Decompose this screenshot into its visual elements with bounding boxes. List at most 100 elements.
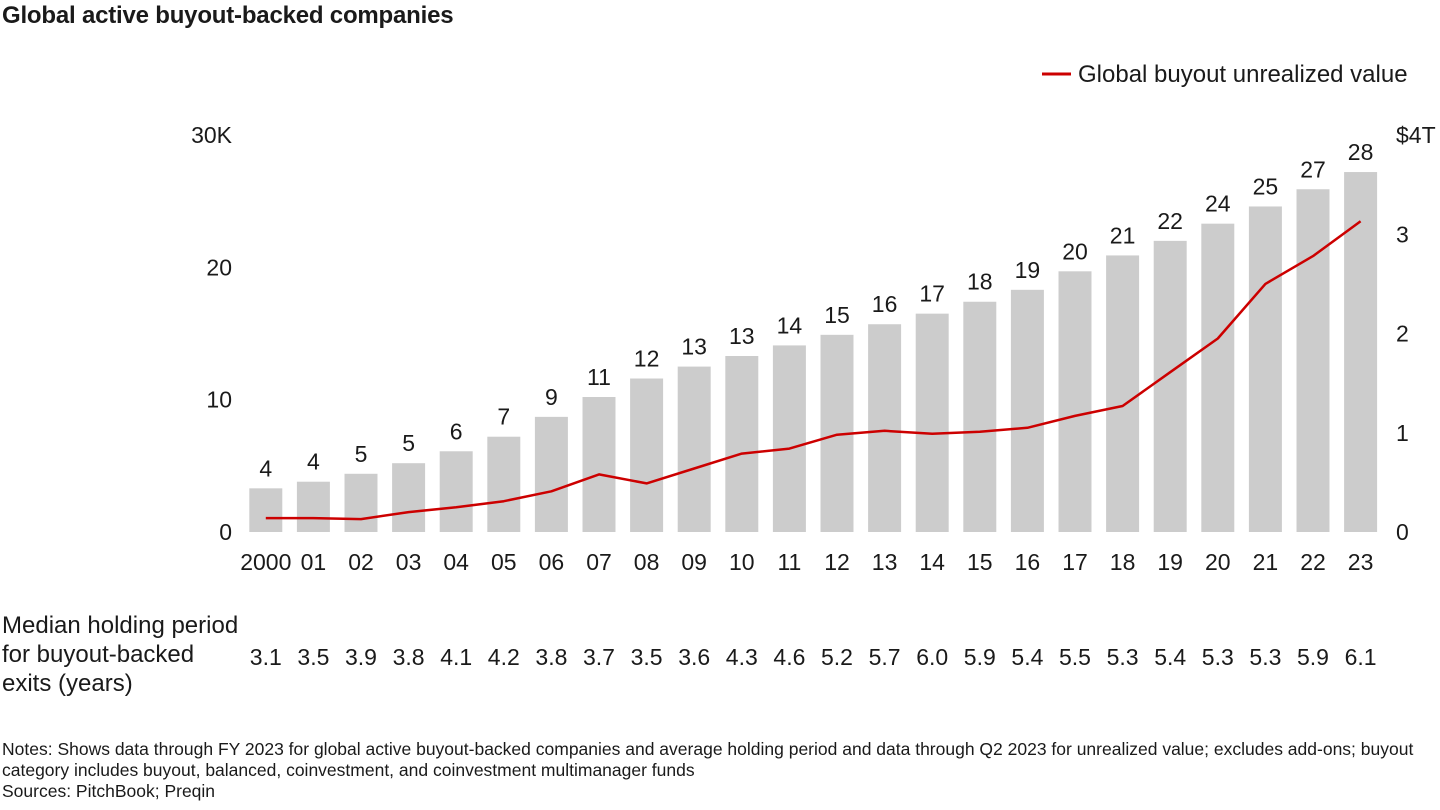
bar-value-label-06: 9	[545, 384, 558, 410]
x-axis-tick-21: 21	[1253, 549, 1279, 575]
median-value-05: 4.2	[488, 644, 520, 670]
median-value-10: 4.3	[726, 644, 758, 670]
x-axis-tick-01: 01	[301, 549, 327, 575]
x-axis-tick-23: 23	[1348, 549, 1374, 575]
bar-05	[487, 436, 521, 532]
bar-value-label-07: 11	[587, 364, 611, 390]
bar-10	[725, 355, 759, 532]
median-value-2000: 3.1	[250, 644, 282, 670]
x-axis: 2000 01 02 03 04 05 06 07 08 09 10 11 12 13 14 15 16 17 18…	[240, 549, 1373, 575]
median-value-22: 5.9	[1297, 644, 1329, 670]
bar-2000	[249, 488, 283, 532]
x-axis-tick-11: 11	[777, 549, 801, 575]
notes-text: Notes: Shows data through FY 2023 for gl…	[2, 739, 1414, 780]
bar-13	[868, 324, 902, 532]
sources-text: Sources: PitchBook; Preqin	[2, 781, 216, 801]
bar-value-label-02: 5	[355, 441, 368, 467]
right-axis: 0 1 2 3 $4T	[1396, 122, 1436, 545]
median-value-19: 5.4	[1154, 644, 1186, 670]
bar-value-label-10: 13	[729, 323, 755, 349]
bar-value-label-22: 27	[1300, 156, 1326, 182]
bar-11	[772, 345, 806, 532]
bar-value-label-08: 12	[634, 345, 660, 371]
median-value-17: 5.5	[1059, 644, 1091, 670]
median-value-08: 3.5	[631, 644, 663, 670]
bar-07	[582, 397, 616, 532]
bar-value-label-11: 14	[777, 312, 803, 338]
x-axis-tick-10: 10	[729, 549, 755, 575]
bar-value-label-04: 6	[450, 418, 463, 444]
x-axis-tick-15: 15	[967, 549, 993, 575]
x-axis-tick-14: 14	[919, 549, 945, 575]
unrealized-value-line-series	[265, 220, 1362, 521]
median-value-13: 5.7	[869, 644, 901, 670]
bar-03	[392, 463, 426, 532]
bar-06	[534, 416, 568, 532]
median-value-14: 6.0	[916, 644, 948, 670]
bar-value-label-05: 7	[497, 404, 510, 430]
median-value-09: 3.6	[678, 644, 710, 670]
bar-01	[296, 481, 330, 532]
x-axis-tick-02: 02	[348, 549, 374, 575]
x-axis-tick-17: 17	[1062, 549, 1088, 575]
left-axis-tick-30: 30K	[191, 122, 233, 148]
median-value-03: 3.8	[393, 644, 425, 670]
chart-title: Global active buyout-backed companies	[2, 2, 454, 29]
left-axis-tick-10: 10	[206, 387, 232, 413]
bar-series	[249, 172, 1378, 533]
bar-value-label-19: 22	[1157, 208, 1183, 234]
bar-22	[1296, 189, 1330, 533]
bar-16	[1010, 289, 1044, 532]
bar-value-label-17: 20	[1062, 238, 1088, 264]
bar-value-label-15: 18	[967, 269, 993, 295]
legend-label: Global buyout unrealized value	[1078, 61, 1408, 88]
bar-21	[1248, 206, 1282, 532]
median-value-04: 4.1	[440, 644, 472, 670]
bar-20	[1201, 223, 1235, 532]
x-axis-tick-09: 09	[681, 549, 707, 575]
x-axis-tick-12: 12	[824, 549, 850, 575]
x-axis-tick-08: 08	[634, 549, 660, 575]
bar-value-label-20: 24	[1205, 191, 1231, 217]
x-axis-tick-19: 19	[1157, 549, 1183, 575]
median-holding-label: Median holding period for buyout-backed …	[2, 612, 239, 697]
bar-15	[963, 301, 997, 532]
bar-value-label-09: 13	[681, 334, 707, 360]
median-value-23: 6.1	[1345, 644, 1377, 670]
bar-14	[915, 313, 949, 532]
x-axis-tick-07: 07	[586, 549, 612, 575]
x-axis-tick-04: 04	[443, 549, 469, 575]
median-value-01: 3.5	[297, 644, 329, 670]
median-value-06: 3.8	[535, 644, 567, 670]
x-axis-tick-16: 16	[1015, 549, 1041, 575]
left-axis-tick-20: 20	[206, 254, 232, 280]
median-value-18: 5.3	[1107, 644, 1139, 670]
x-axis-tick-22: 22	[1300, 549, 1326, 575]
bar-value-label-18: 21	[1110, 222, 1136, 248]
right-axis-tick-3: 3	[1396, 221, 1409, 247]
legend: Global buyout unrealized value	[1042, 61, 1408, 88]
bar-value-labels: 4 4 5 5 6 7 9 11 12 13 13 14 15 16 17 18 19 20 21 22 24 25 27 2…	[259, 139, 1373, 481]
bar-value-label-03: 5	[402, 430, 415, 456]
notes: Notes: Shows data through FY 2023 for gl…	[2, 739, 1422, 802]
bar-09	[677, 366, 711, 532]
bar-value-label-23: 28	[1348, 139, 1374, 165]
bar-18	[1106, 255, 1140, 532]
bar-08	[630, 378, 664, 532]
x-axis-tick-18: 18	[1110, 549, 1136, 575]
bar-value-label-14: 17	[919, 281, 945, 307]
median-value-07: 3.7	[583, 644, 615, 670]
bar-value-label-12: 15	[824, 302, 850, 328]
median-value-15: 5.9	[964, 644, 996, 670]
bar-19	[1153, 240, 1187, 532]
bar-23	[1344, 172, 1378, 532]
median-holding-values: 3.1 3.5 3.9 3.8 4.1 4.2 3.8 3.7 3.5 3.6 4.3 4.6 5.2 5…	[250, 644, 1377, 670]
right-axis-tick-4: $4T	[1396, 122, 1436, 148]
median-value-16: 5.4	[1011, 644, 1043, 670]
x-axis-tick-06: 06	[539, 549, 565, 575]
x-axis-tick-05: 05	[491, 549, 517, 575]
left-axis-tick-0: 0	[219, 519, 232, 545]
right-axis-tick-0: 0	[1396, 519, 1409, 545]
unrealized-value-line	[265, 220, 1362, 521]
